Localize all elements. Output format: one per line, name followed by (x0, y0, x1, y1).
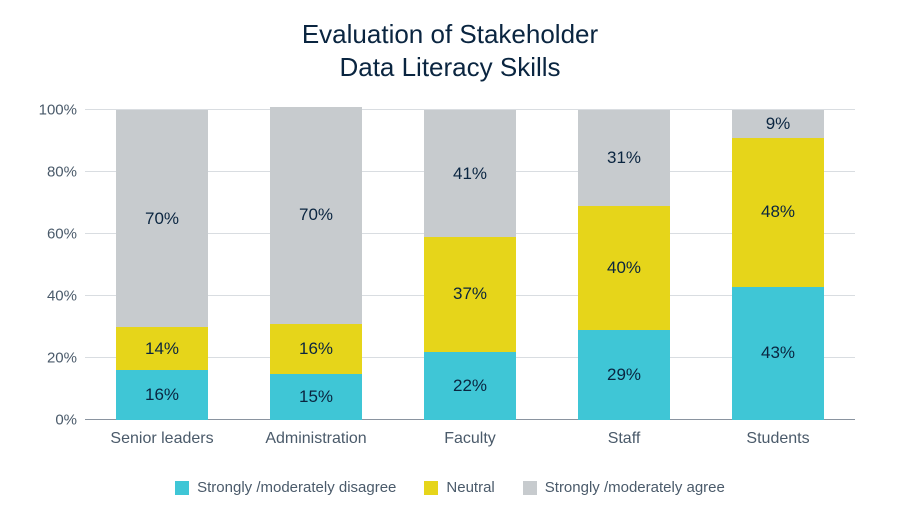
seg-administration-agree: 70% (270, 107, 362, 324)
seg-faculty-neutral: 37% (424, 237, 516, 352)
bar-students: 43% 48% 9% (732, 110, 824, 420)
bars-group: 16% 14% 70% Senior leaders 15% 16% 70% A… (85, 110, 855, 420)
xtick-faculty: Faculty (444, 420, 496, 448)
ytick-0: 0% (55, 412, 85, 429)
legend-swatch-disagree (175, 481, 189, 495)
legend-item-agree: Strongly /moderately agree (523, 479, 725, 496)
seg-students-neutral: 48% (732, 138, 824, 287)
chart-container: Evaluation of Stakeholder Data Literacy … (0, 0, 900, 510)
xtick-senior-leaders: Senior leaders (110, 420, 213, 448)
chart-title-line2: Data Literacy Skills (339, 52, 560, 82)
legend-swatch-agree (523, 481, 537, 495)
bar-slot-staff: 29% 40% 31% Staff (547, 110, 701, 420)
legend-label-disagree: Strongly /moderately disagree (197, 479, 396, 496)
seg-administration-disagree: 15% (270, 374, 362, 421)
ytick-100: 100% (39, 102, 85, 119)
xtick-students: Students (746, 420, 809, 448)
seg-administration-neutral: 16% (270, 324, 362, 374)
chart-title-line1: Evaluation of Stakeholder (302, 19, 598, 49)
seg-students-agree: 9% (732, 110, 824, 138)
seg-staff-disagree: 29% (578, 330, 670, 420)
ytick-60: 60% (47, 226, 85, 243)
seg-senior-leaders-neutral: 14% (116, 327, 208, 370)
seg-senior-leaders-agree: 70% (116, 110, 208, 327)
chart-title: Evaluation of Stakeholder Data Literacy … (0, 18, 900, 83)
seg-staff-neutral: 40% (578, 206, 670, 330)
xtick-administration: Administration (265, 420, 366, 448)
plot-area: 0% 20% 40% 60% 80% 100% 16% 14% 70% Seni (85, 110, 855, 420)
legend-item-disagree: Strongly /moderately disagree (175, 479, 396, 496)
ytick-40: 40% (47, 288, 85, 305)
bar-administration: 15% 16% 70% (270, 107, 362, 420)
legend: Strongly /moderately disagree Neutral St… (0, 479, 900, 496)
bar-faculty: 22% 37% 41% (424, 110, 516, 420)
legend-item-neutral: Neutral (424, 479, 494, 496)
legend-swatch-neutral (424, 481, 438, 495)
bar-slot-students: 43% 48% 9% Students (701, 110, 855, 420)
seg-staff-agree: 31% (578, 110, 670, 206)
seg-students-disagree: 43% (732, 287, 824, 420)
legend-label-agree: Strongly /moderately agree (545, 479, 725, 496)
bar-slot-administration: 15% 16% 70% Administration (239, 110, 393, 420)
seg-faculty-disagree: 22% (424, 352, 516, 420)
seg-faculty-agree: 41% (424, 110, 516, 237)
xtick-staff: Staff (608, 420, 641, 448)
bar-staff: 29% 40% 31% (578, 110, 670, 420)
bar-senior-leaders: 16% 14% 70% (116, 110, 208, 420)
ytick-80: 80% (47, 164, 85, 181)
bar-slot-senior-leaders: 16% 14% 70% Senior leaders (85, 110, 239, 420)
legend-label-neutral: Neutral (446, 479, 494, 496)
seg-senior-leaders-disagree: 16% (116, 370, 208, 420)
ytick-20: 20% (47, 350, 85, 367)
bar-slot-faculty: 22% 37% 41% Faculty (393, 110, 547, 420)
